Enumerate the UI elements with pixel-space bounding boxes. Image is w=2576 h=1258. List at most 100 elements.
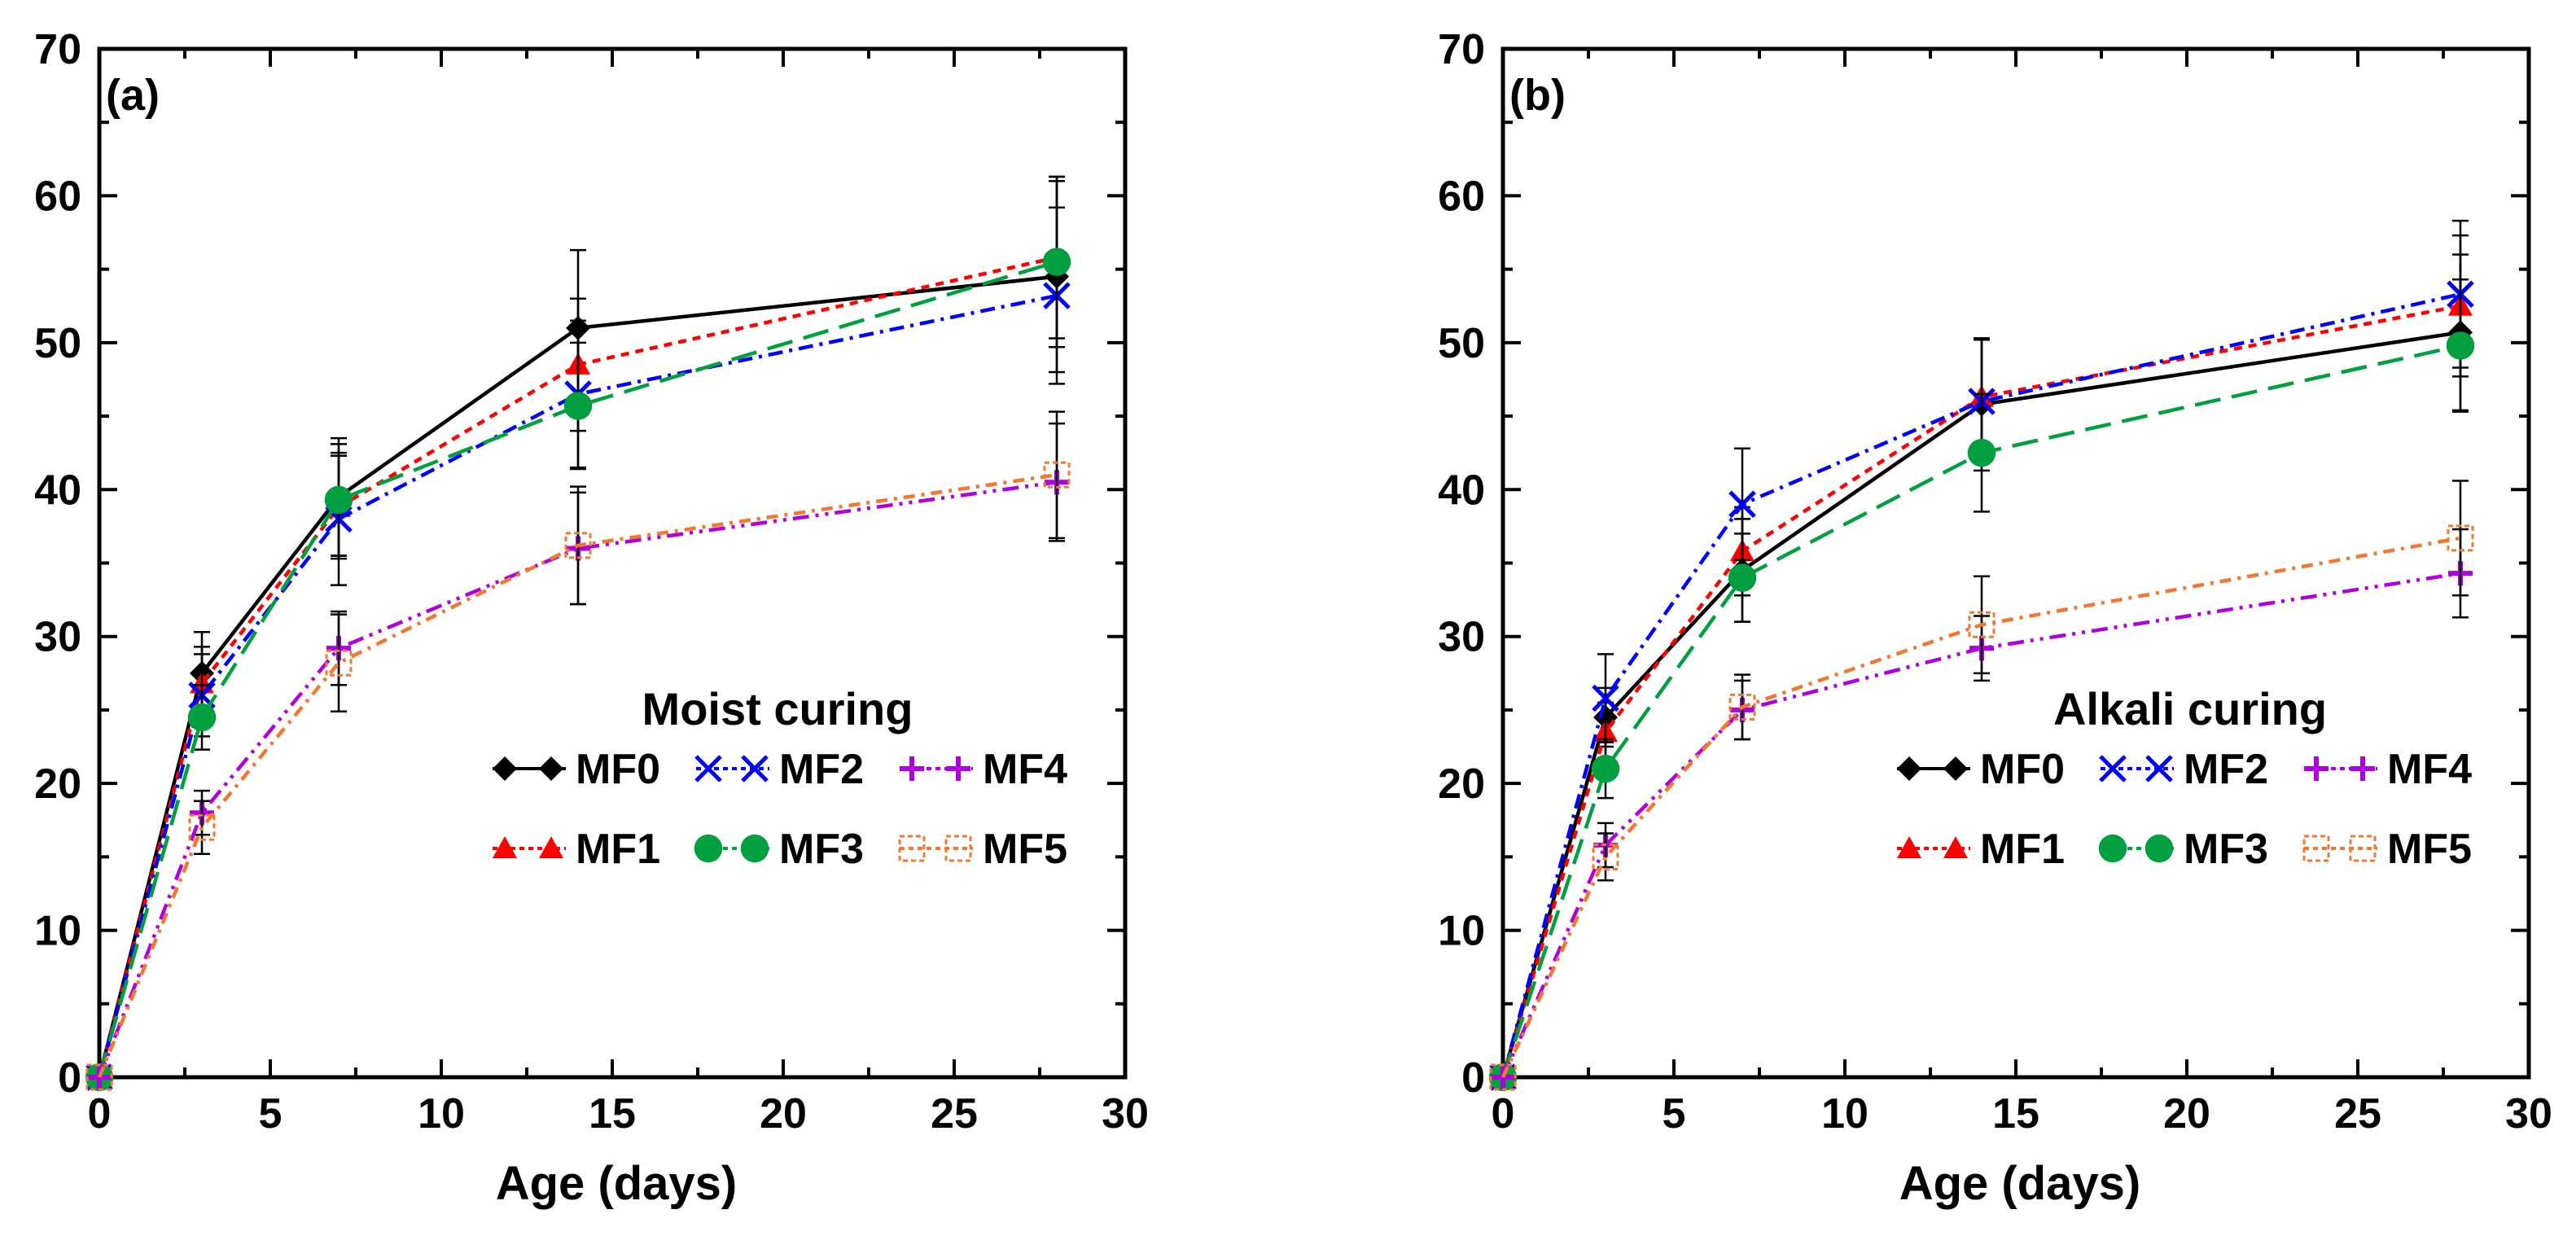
y-tick-label: 50 — [34, 320, 81, 367]
legend-label: MF2 — [779, 746, 864, 793]
legend-entry-MF1: MF1 — [493, 826, 660, 873]
x-tick-label: 25 — [2334, 1090, 2381, 1137]
data-point-MF5 — [2447, 524, 2474, 552]
legend-marker — [2350, 756, 2375, 781]
data-point-MF3 — [2446, 331, 2475, 360]
series-line-MF3 — [97, 260, 1058, 1078]
x-tick-label: 5 — [1663, 1090, 1686, 1137]
legend-label: MF3 — [2184, 826, 2268, 873]
y-tick-label: 20 — [1438, 760, 1485, 808]
legend-marker — [2304, 756, 2328, 781]
legend-marker — [1897, 756, 1921, 781]
legend-marker — [898, 835, 926, 862]
series-MF2 — [85, 206, 1071, 1091]
x-tick-label: 10 — [418, 1090, 465, 1137]
x-tick-label: 10 — [1821, 1090, 1868, 1137]
legend-marker — [694, 755, 722, 782]
panel-2: 0 5 10 15 20 25 30 0 10 20 30 40 50 60 70 Age (days) (b)… — [1438, 26, 2552, 1210]
legend-entry-MF0: MF0 — [493, 746, 660, 793]
legend: Moist curing MF0 MF2 MF4 MF1 MF3 MF5 — [493, 683, 1067, 873]
legend-marker — [539, 756, 563, 781]
x-tick-label: 30 — [1102, 1090, 1149, 1137]
data-point-MF2 — [1728, 490, 1756, 519]
series-line-MF4 — [1500, 571, 2461, 1078]
data-point-MF5 — [325, 649, 353, 677]
legend-marker — [539, 836, 563, 858]
series-line-MF5 — [1500, 536, 2461, 1078]
legend-label: MF1 — [1980, 826, 2065, 873]
x-tick-label: 25 — [931, 1090, 978, 1137]
legend-entry-MF5: MF5 — [2302, 826, 2472, 873]
legend-entry-MF0: MF0 — [1897, 746, 2065, 793]
legend-entry-MF4: MF4 — [2304, 746, 2472, 793]
data-point-MF5 — [1968, 611, 1996, 638]
data-point-MF5 — [1592, 843, 1619, 870]
data-point-MF2 — [1592, 684, 1619, 712]
legend-marker — [740, 834, 769, 863]
legend-entry-MF1: MF1 — [1897, 826, 2065, 873]
data-point-MF3 — [324, 485, 353, 515]
y-tick-label: 0 — [58, 1054, 81, 1102]
panel-label: (b) — [1509, 71, 1566, 120]
legend-entry-MF4: MF4 — [900, 746, 1067, 793]
legend-marker — [2098, 834, 2127, 863]
panel-1: 0 5 10 15 20 25 30 0 10 20 30 40 50 60 70 Age (days) (a)… — [34, 26, 1149, 1210]
data-point-MF3 — [1042, 248, 1071, 276]
legend-label: MF5 — [2387, 826, 2472, 873]
legend-marker — [1943, 756, 1968, 781]
plot-frame — [97, 46, 1128, 1080]
legend-label: MF1 — [576, 826, 660, 873]
data-point-MF5 — [1043, 461, 1071, 489]
legend-label: MF4 — [2387, 746, 2472, 793]
legend: Alkali curing MF0 MF2 MF4 MF1 MF3 MF5 — [1897, 683, 2472, 873]
series-MF5 — [85, 410, 1071, 1091]
data-point-MF5 — [1489, 1063, 1517, 1091]
legend-entry-MF2: MF2 — [694, 746, 864, 793]
legend-entry-MF5: MF5 — [898, 826, 1067, 873]
legend-entry-MF3: MF3 — [694, 826, 864, 873]
y-tick-label: 30 — [34, 614, 81, 661]
y-tick-label: 70 — [1438, 26, 1485, 73]
data-point-MF5 — [85, 1063, 113, 1091]
y-tick-label: 20 — [34, 760, 81, 808]
legend-title: Moist curing — [642, 683, 913, 734]
x-tick-label: 15 — [1992, 1090, 2039, 1137]
x-tick-label: 0 — [1492, 1090, 1515, 1137]
legend-marker — [2302, 835, 2330, 862]
data-point-MF3 — [563, 392, 593, 420]
x-tick-label: 20 — [760, 1090, 807, 1137]
legend-marker — [493, 836, 517, 858]
y-tick-label: 0 — [1461, 1054, 1485, 1102]
series-MF5 — [1489, 480, 2474, 1091]
series-MF3 — [85, 175, 1071, 1092]
legend-marker — [2099, 755, 2127, 782]
legend-marker — [2145, 755, 2173, 782]
x-tick-label: 5 — [259, 1090, 283, 1137]
legend-marker — [741, 755, 769, 782]
legend-label: MF2 — [2184, 746, 2268, 793]
x-tick-label: 0 — [88, 1090, 112, 1137]
legend-label: MF0 — [576, 746, 660, 793]
y-tick-label: 50 — [1438, 320, 1485, 367]
y-tick-label: 10 — [34, 908, 81, 955]
data-point-MF3 — [1967, 438, 1996, 467]
y-tick-label: 40 — [1438, 467, 1485, 514]
legend-marker — [1897, 836, 1921, 858]
series-line-MF1 — [97, 256, 1058, 1078]
legend-marker — [694, 834, 723, 863]
y-tick-label: 40 — [34, 467, 81, 514]
panel-label: (a) — [106, 71, 160, 120]
legend-marker — [900, 756, 924, 781]
x-axis-title: Age (days) — [1899, 1157, 2141, 1210]
legend-entry-MF2: MF2 — [2099, 746, 2268, 793]
legend-marker — [2144, 834, 2174, 863]
y-tick-label: 30 — [1438, 614, 1485, 661]
legend-title: Alkali curing — [2053, 683, 2327, 734]
legend-marker — [944, 835, 972, 862]
legend-marker — [946, 756, 970, 781]
legend-entry-MF3: MF3 — [2098, 826, 2268, 873]
legend-label: MF0 — [1980, 746, 2065, 793]
legend-label: MF4 — [983, 746, 1067, 793]
legend-marker — [493, 756, 517, 781]
